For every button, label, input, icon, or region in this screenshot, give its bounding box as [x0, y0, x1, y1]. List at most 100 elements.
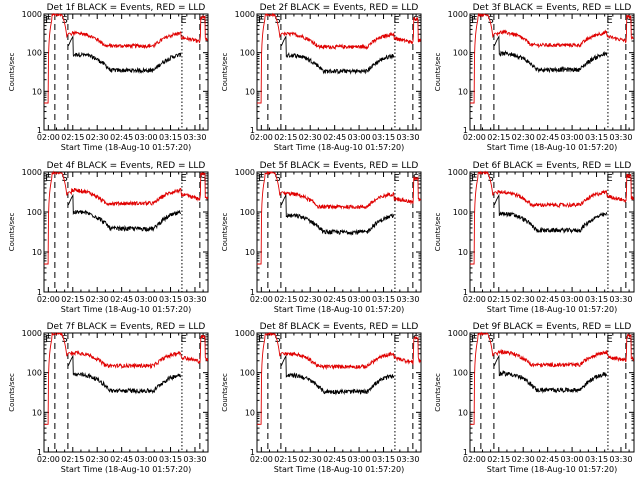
eclipse-marker-e: E	[258, 334, 264, 345]
eclipse-marker-e: E	[471, 15, 477, 26]
eclipse-marker-e: E	[180, 15, 186, 26]
y-tick-label: 1000	[235, 10, 255, 19]
eclipse-marker-e: E	[180, 173, 186, 184]
eclipse-marker-e: E	[180, 334, 186, 345]
detector-panel-9: Det 9f BLACK = Events, RED = LLD 1 10 100 10…	[434, 322, 635, 474]
x-tick-label: 02:45	[110, 133, 133, 142]
x-tick-label: 02:30	[86, 133, 109, 142]
events-series-line	[67, 193, 182, 233]
x-tick-label: 02:45	[323, 133, 346, 142]
y-tick-label: 100	[453, 49, 468, 58]
eclipse-marker-s: S	[274, 15, 280, 26]
x-tick-label: 02:45	[536, 133, 559, 142]
x-tick-label: 02:30	[512, 133, 535, 142]
y-tick-label: 100	[27, 208, 42, 217]
y-tick-label: 1000	[235, 168, 255, 177]
x-tick-label: 03:30	[183, 295, 206, 304]
x-tick-label: 02:15	[274, 295, 297, 304]
x-tick-label: 02:00	[250, 295, 273, 304]
x-tick-label: 02:00	[37, 295, 60, 304]
y-tick-label: 10	[32, 408, 42, 417]
x-tick-label: 03:15	[585, 133, 608, 142]
x-tick-label: 03:00	[348, 133, 371, 142]
y-tick-label: 1000	[22, 10, 42, 19]
eclipse-marker-e: E	[393, 15, 399, 26]
x-tick-label: 02:00	[463, 133, 486, 142]
x-tick-label: 03:15	[159, 455, 182, 464]
y-tick-label: 10	[245, 248, 255, 257]
x-tick-label: 03:15	[372, 133, 395, 142]
events-series-line	[67, 34, 182, 74]
panel-title: Det 6f BLACK = Events, RED = LLD	[473, 161, 632, 171]
eclipse-marker-s: S	[274, 334, 280, 345]
y-tick-label: 1	[37, 448, 42, 457]
y-tick-label: 10	[458, 408, 468, 417]
detector-panel-8: Det 8f BLACK = Events, RED = LLD 1 10 100 10…	[221, 322, 422, 474]
x-tick-label: 03:00	[135, 133, 158, 142]
eclipse-marker-s: S	[200, 15, 206, 26]
y-tick-label: 1	[37, 126, 42, 135]
eclipse-marker-e: E	[45, 15, 51, 26]
y-tick-label: 10	[458, 248, 468, 257]
x-tick-label: 03:30	[609, 133, 632, 142]
eclipse-marker-s: S	[200, 173, 206, 184]
eclipse-marker-s: S	[61, 173, 67, 184]
x-axis-label: Start Time (18-Aug-10 01:57:20)	[487, 465, 618, 474]
y-tick-label: 1	[250, 288, 255, 297]
x-tick-label: 03:15	[372, 295, 395, 304]
y-tick-label: 100	[453, 208, 468, 217]
x-tick-label: 03:15	[585, 455, 608, 464]
x-tick-label: 02:00	[250, 455, 273, 464]
lld-series-line	[257, 331, 422, 425]
eclipse-marker-e: E	[393, 334, 399, 345]
x-tick-label: 03:00	[348, 295, 371, 304]
panel-title: Det 4f BLACK = Events, RED = LLD	[47, 161, 206, 171]
lld-series-line	[470, 170, 635, 265]
y-axis-label: Counts/sec	[434, 53, 442, 92]
y-axis-label: Counts/sec	[8, 373, 16, 412]
x-tick-label: 03:00	[561, 455, 584, 464]
x-tick-label: 02:45	[536, 455, 559, 464]
x-tick-label: 03:00	[135, 455, 158, 464]
events-series-line	[493, 354, 608, 394]
y-tick-label: 1	[463, 126, 468, 135]
y-tick-label: 10	[245, 87, 255, 96]
x-tick-label: 02:45	[110, 455, 133, 464]
y-tick-label: 1	[37, 288, 42, 297]
events-series-line	[280, 354, 395, 396]
x-tick-label: 02:45	[323, 455, 346, 464]
x-tick-label: 02:00	[37, 133, 60, 142]
y-tick-label: 100	[240, 49, 255, 58]
eclipse-marker-s: S	[413, 334, 419, 345]
eclipse-marker-s: S	[61, 334, 67, 345]
x-tick-label: 03:00	[135, 295, 158, 304]
panel-title: Det 5f BLACK = Events, RED = LLD	[260, 161, 419, 171]
x-tick-label: 02:00	[37, 455, 60, 464]
x-axis-label: Start Time (18-Aug-10 01:57:20)	[487, 305, 618, 314]
x-tick-label: 02:15	[274, 133, 297, 142]
y-tick-label: 1000	[448, 168, 468, 177]
y-tick-label: 1000	[448, 329, 468, 338]
eclipse-marker-e: E	[606, 334, 612, 345]
x-tick-label: 03:30	[396, 455, 419, 464]
plot-frame	[43, 171, 209, 293]
events-series-line	[493, 193, 608, 234]
events-series-line	[280, 193, 395, 236]
panel-title: Det 8f BLACK = Events, RED = LLD	[260, 322, 419, 332]
detector-panel-5: Det 5f BLACK = Events, RED = LLD 1 10 100 10…	[221, 161, 422, 314]
y-tick-label: 1000	[22, 168, 42, 177]
y-tick-label: 1	[250, 126, 255, 135]
eclipse-marker-s: S	[626, 334, 632, 345]
detector-panel-1: Det 1f BLACK = Events, RED = LLD 1 10 100 10…	[8, 3, 209, 152]
plot-frame	[469, 332, 635, 453]
x-tick-label: 02:15	[61, 455, 84, 464]
eclipse-marker-s: S	[487, 173, 493, 184]
x-tick-label: 02:15	[274, 455, 297, 464]
y-axis-label: Counts/sec	[434, 213, 442, 252]
x-tick-label: 02:30	[86, 295, 109, 304]
eclipse-marker-e: E	[258, 173, 264, 184]
x-tick-label: 02:15	[487, 455, 510, 464]
x-tick-label: 02:15	[61, 133, 84, 142]
x-tick-label: 03:00	[561, 133, 584, 142]
